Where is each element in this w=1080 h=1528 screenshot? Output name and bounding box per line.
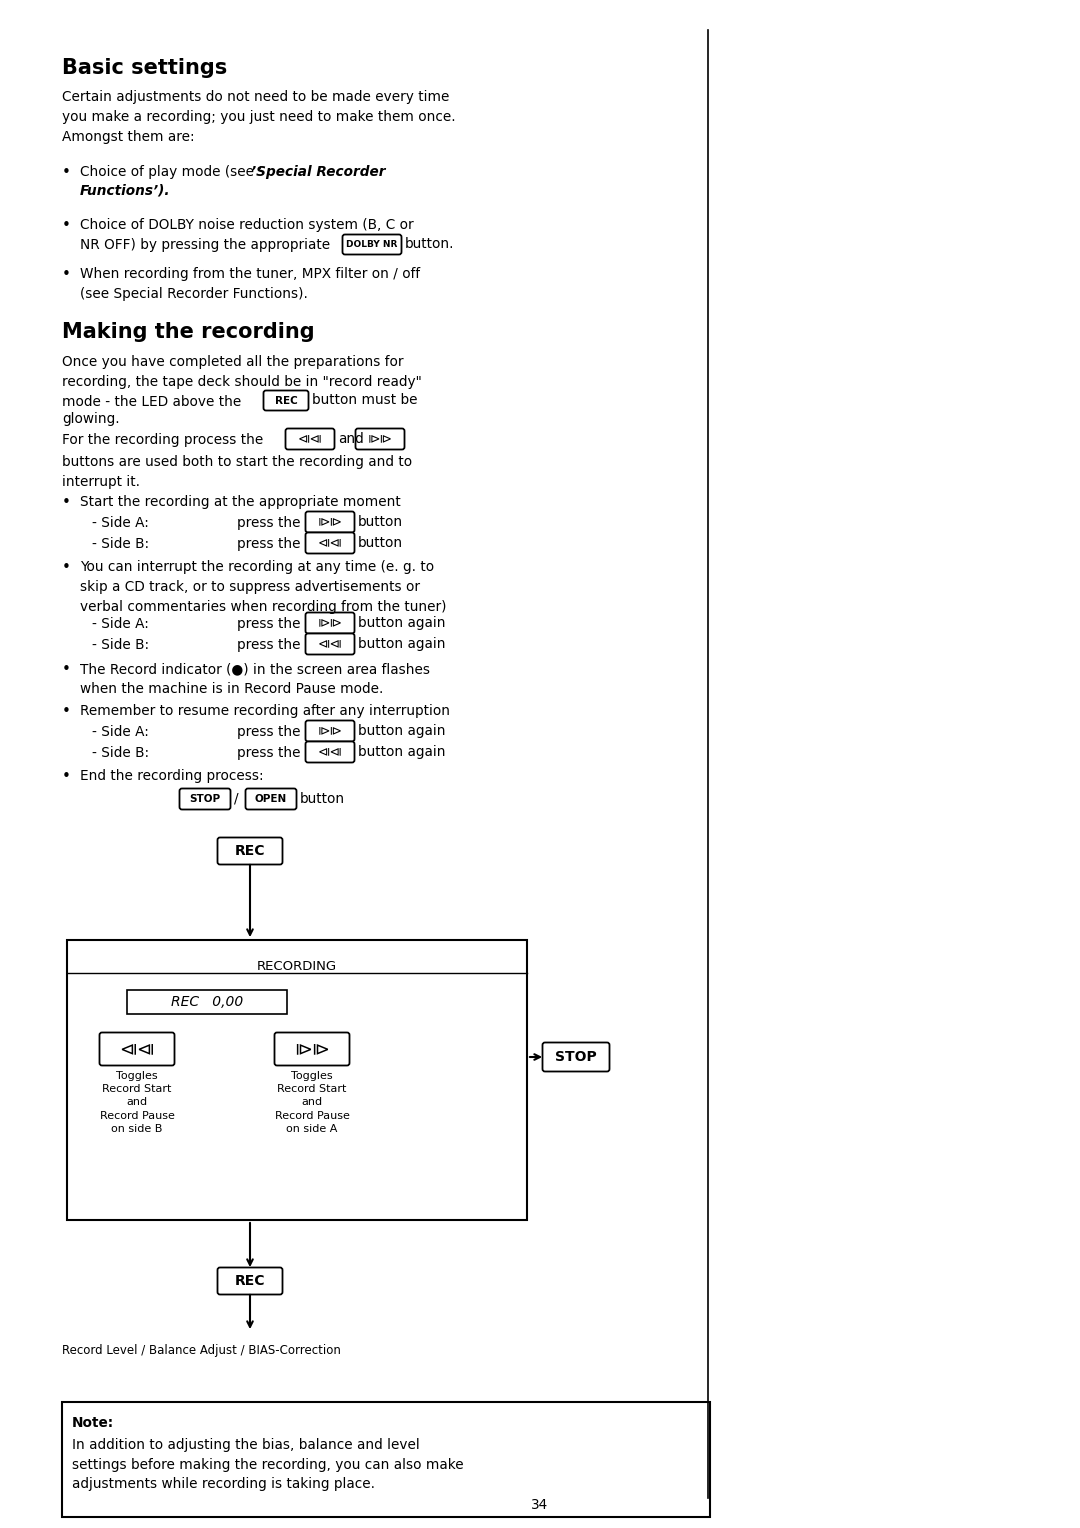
Text: For the recording process the: For the recording process the <box>62 432 264 448</box>
Text: glowing.: glowing. <box>62 413 120 426</box>
Text: button again: button again <box>357 746 446 759</box>
Text: ⧐⧐: ⧐⧐ <box>318 515 342 529</box>
Text: REC   0,00: REC 0,00 <box>171 995 243 1008</box>
Text: You can interrupt the recording at any time (e. g. to
skip a CD track, or to sup: You can interrupt the recording at any t… <box>80 559 446 614</box>
Text: press the: press the <box>237 724 300 740</box>
FancyBboxPatch shape <box>264 391 309 411</box>
Text: •: • <box>62 704 71 720</box>
Text: The Record indicator (●) in the screen area flashes
when the machine is in Recor: The Record indicator (●) in the screen a… <box>80 662 430 697</box>
Text: - Side B:: - Side B: <box>92 536 149 552</box>
Text: •: • <box>62 165 71 180</box>
Text: REC: REC <box>274 396 297 405</box>
Text: OPEN: OPEN <box>255 795 287 804</box>
Text: press the: press the <box>237 639 300 652</box>
FancyBboxPatch shape <box>245 788 297 810</box>
Text: - Side A:: - Side A: <box>92 617 149 631</box>
Text: Remember to resume recording after any interruption: Remember to resume recording after any i… <box>80 704 450 718</box>
FancyBboxPatch shape <box>306 721 354 741</box>
Text: RECORDING: RECORDING <box>257 960 337 973</box>
Text: Start the recording at the appropriate moment: Start the recording at the appropriate m… <box>80 495 401 509</box>
Text: •: • <box>62 267 71 283</box>
Text: button again: button again <box>357 724 446 738</box>
FancyBboxPatch shape <box>342 234 402 255</box>
Text: Making the recording: Making the recording <box>62 322 314 342</box>
Text: Basic settings: Basic settings <box>62 58 227 78</box>
Text: REC: REC <box>234 1274 266 1288</box>
Bar <box>127 990 287 1015</box>
Text: When recording from the tuner, MPX filter on / off
(see Special Recorder Functio: When recording from the tuner, MPX filte… <box>80 267 420 301</box>
Text: buttons are used both to start the recording and to
interrupt it.: buttons are used both to start the recor… <box>62 455 413 489</box>
Text: - Side A:: - Side A: <box>92 516 149 530</box>
FancyBboxPatch shape <box>306 613 354 634</box>
Text: /: / <box>234 792 239 805</box>
Text: Toggles
Record Start
and
Record Pause
on side B: Toggles Record Start and Record Pause on… <box>99 1071 175 1134</box>
Text: press the: press the <box>237 536 300 552</box>
Text: ⧏⧏: ⧏⧏ <box>119 1041 156 1057</box>
Text: •: • <box>62 219 71 232</box>
FancyBboxPatch shape <box>179 788 230 810</box>
Text: button: button <box>357 536 403 550</box>
Text: 34: 34 <box>531 1497 549 1513</box>
FancyBboxPatch shape <box>542 1042 609 1071</box>
Text: ⧏⧏: ⧏⧏ <box>318 536 342 550</box>
Text: - Side B:: - Side B: <box>92 639 149 652</box>
FancyBboxPatch shape <box>274 1033 350 1065</box>
Bar <box>62 1403 710 1517</box>
Text: Choice of play mode (see ‘: Choice of play mode (see ‘ <box>80 165 262 179</box>
Bar <box>67 940 527 1219</box>
Text: button.: button. <box>405 237 455 251</box>
Text: ⧐⧐: ⧐⧐ <box>318 616 342 630</box>
Text: ⧐⧐: ⧐⧐ <box>294 1041 330 1057</box>
FancyBboxPatch shape <box>217 837 283 865</box>
Text: Toggles
Record Start
and
Record Pause
on side A: Toggles Record Start and Record Pause on… <box>274 1071 350 1134</box>
Text: ⧐⧐: ⧐⧐ <box>367 432 392 446</box>
FancyBboxPatch shape <box>306 741 354 762</box>
Text: DOLBY NR: DOLBY NR <box>347 240 397 249</box>
FancyBboxPatch shape <box>217 1268 283 1294</box>
Text: Functions’).: Functions’). <box>80 183 171 197</box>
Text: ’Special Recorder: ’Special Recorder <box>80 165 386 179</box>
Text: Choice of DOLBY noise reduction system (B, C or
NR OFF) by pressing the appropri: Choice of DOLBY noise reduction system (… <box>80 219 414 252</box>
Text: button again: button again <box>357 616 446 630</box>
Text: press the: press the <box>237 516 300 530</box>
Text: •: • <box>62 662 71 677</box>
Text: •: • <box>62 769 71 784</box>
Text: and: and <box>338 432 364 446</box>
Text: •: • <box>62 495 71 510</box>
FancyBboxPatch shape <box>99 1033 175 1065</box>
Text: press the: press the <box>237 617 300 631</box>
Text: Note:: Note: <box>72 1416 114 1430</box>
Text: STOP: STOP <box>555 1050 597 1063</box>
FancyBboxPatch shape <box>355 428 405 449</box>
Text: STOP: STOP <box>189 795 220 804</box>
FancyBboxPatch shape <box>306 512 354 532</box>
Text: ⧐⧐: ⧐⧐ <box>318 724 342 738</box>
Text: - Side B:: - Side B: <box>92 746 149 759</box>
Text: In addition to adjusting the bias, balance and level
settings before making the : In addition to adjusting the bias, balan… <box>72 1438 463 1491</box>
Text: ⧏⧏: ⧏⧏ <box>297 432 323 446</box>
Text: button: button <box>300 792 346 805</box>
FancyBboxPatch shape <box>285 428 335 449</box>
Text: ⧏⧏: ⧏⧏ <box>318 746 342 758</box>
Text: button again: button again <box>357 637 446 651</box>
Text: button must be: button must be <box>312 393 418 406</box>
Text: Once you have completed all the preparations for
recording, the tape deck should: Once you have completed all the preparat… <box>62 354 422 410</box>
Text: - Side A:: - Side A: <box>92 724 149 740</box>
FancyBboxPatch shape <box>306 532 354 553</box>
Text: ⧏⧏: ⧏⧏ <box>318 637 342 651</box>
Text: press the: press the <box>237 746 300 759</box>
Text: •: • <box>62 559 71 575</box>
Text: Certain adjustments do not need to be made every time
you make a recording; you : Certain adjustments do not need to be ma… <box>62 90 456 144</box>
Text: End the recording process:: End the recording process: <box>80 769 264 782</box>
FancyBboxPatch shape <box>306 634 354 654</box>
Text: button: button <box>357 515 403 529</box>
Text: Record Level / Balance Adjust / BIAS-Correction: Record Level / Balance Adjust / BIAS-Cor… <box>62 1345 341 1357</box>
Text: REC: REC <box>234 843 266 859</box>
